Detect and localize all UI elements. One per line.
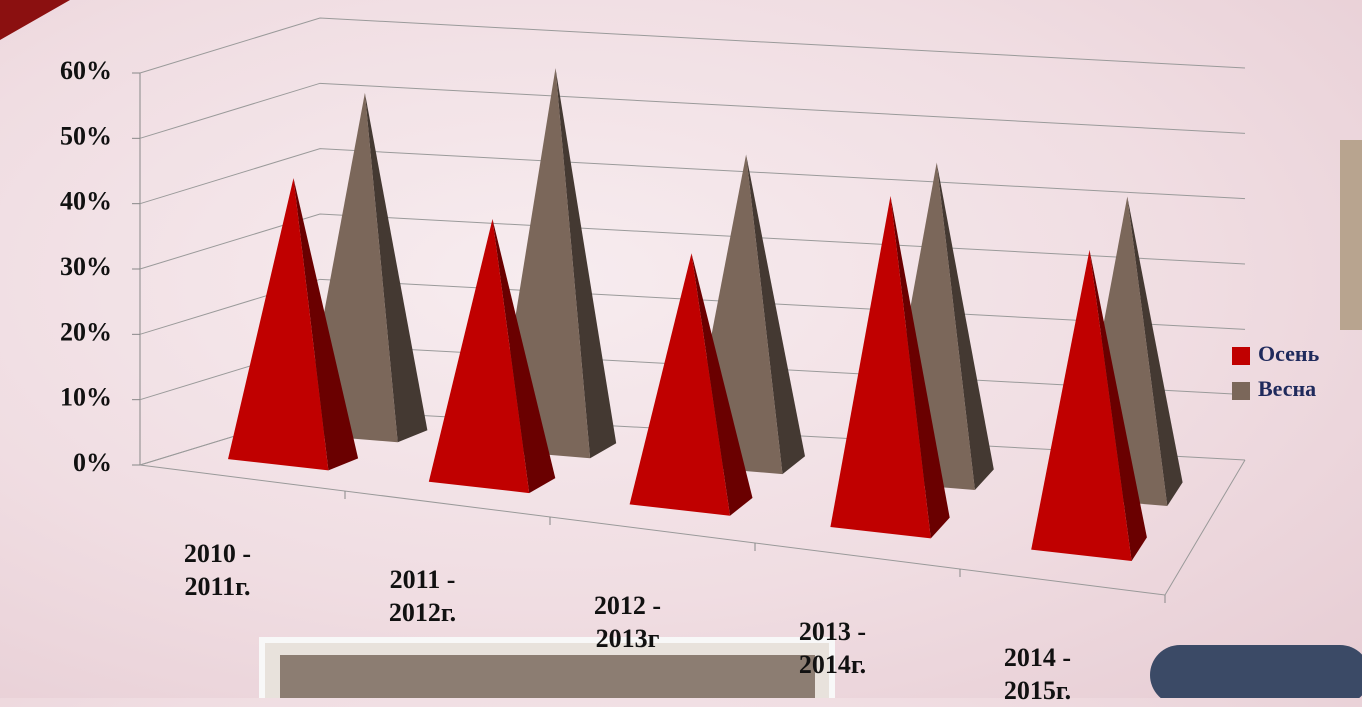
pyramid-front [428, 218, 530, 494]
y-tick-label: 50% [60, 121, 112, 150]
pyramid [228, 178, 359, 471]
x-tick-label: 2010 - 2011г. [183, 539, 252, 601]
pyramid-side [936, 162, 994, 491]
y-tick-label: 10% [60, 383, 112, 412]
grid-line [139, 17, 1246, 74]
pyramid-front [830, 196, 931, 539]
y-tick-label: 60% [60, 56, 112, 85]
x-tick-label: 2012 - 2013г [593, 591, 662, 653]
legend-label: Весна [1258, 376, 1316, 401]
x-tick-label: 2013 - 2014г. [798, 617, 867, 679]
grid-line [139, 148, 1246, 205]
pyramid-side [691, 253, 753, 516]
pyramid-front [629, 253, 730, 516]
pyramid-side [492, 218, 556, 494]
grid-line [139, 82, 1246, 139]
pyramid-side [890, 196, 950, 539]
x-tick-label: 2011 - 2012г. [388, 565, 457, 627]
y-tick-label: 20% [60, 317, 112, 346]
pyramid [629, 253, 753, 516]
legend-swatch [1232, 347, 1250, 365]
pyramid-side [555, 68, 617, 459]
x-tick-label: 2014 - 2015г. [1003, 643, 1072, 705]
photo [280, 655, 815, 698]
pyramid-side [746, 154, 805, 475]
pyramid-front [228, 178, 329, 471]
y-tick-label: 40% [60, 187, 112, 216]
pyramid-side [364, 92, 428, 443]
y-tick-label: 0% [73, 448, 112, 477]
legend-label: Осень [1258, 341, 1320, 366]
y-tick-label: 30% [60, 252, 112, 281]
legend-swatch [1232, 382, 1250, 400]
pyramid-side [1089, 249, 1147, 561]
corner-decoration [0, 0, 70, 40]
photo [1340, 140, 1362, 330]
pyramid [1031, 249, 1147, 561]
pyramid [428, 218, 556, 494]
pyramid-side [293, 178, 359, 471]
pyramid [830, 196, 950, 539]
photo [1150, 645, 1362, 698]
pyramid-side [1127, 196, 1183, 506]
pyramid-front [1031, 249, 1132, 561]
